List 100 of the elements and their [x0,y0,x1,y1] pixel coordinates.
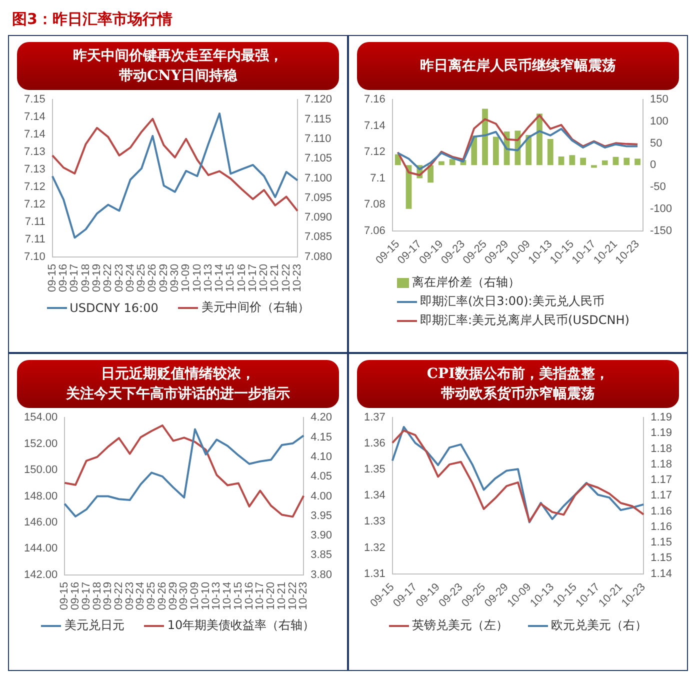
x-tick-label: 10-15 [224,264,237,292]
x-tick-label: 10-14 [214,264,226,292]
chart-title: 昨天中间价键再次走至年内最强，带动CNY日间持稳 [17,42,339,90]
y2-tick-label: 1.14 [650,568,672,580]
x-tick-label: 09-30 [168,264,181,292]
y-tick-label: 7.13 [24,146,46,158]
bar [482,108,488,166]
bar [591,165,597,168]
legend-label: 即期汇率(次日3:00):美元兑人民币 [420,293,604,310]
x-tick-label: 09-29 [158,264,170,292]
y2-tick-label: 1.19 [650,427,672,440]
y2-tick-label: 1.16 [650,505,672,518]
chart-title: 昨日离在岸人民币继续窄幅震荡 [357,42,679,90]
x-tick-label: 10-22 [286,582,299,610]
x-tick-label: 10-21 [276,582,288,610]
bar [526,135,532,166]
x-tick-label: 09-25 [146,582,158,610]
y2-tick-label: 1.17 [650,490,672,502]
y-tick-label: 1.33 [364,516,386,528]
x-tick-label: 10-16 [236,264,248,292]
x-tick-label: 09-25 [136,264,148,292]
y2-tick-label: 3.95 [310,510,332,522]
bar [602,160,608,166]
x-tick-label: 10-20 [265,582,278,610]
y-tick-label: 7.1 [370,172,386,184]
y-tick-label: 154.00 [24,412,58,424]
bar [624,158,630,166]
y-tick-label: 7.14 [24,111,46,124]
y2-tick-label: 7.105 [304,152,332,165]
y-tick-label: 7.15 [24,94,46,106]
bar [612,156,619,166]
y-tick-label: 7.12 [24,181,46,193]
y-tick-label: 1.35 [364,464,386,476]
x-tick-label: 10-14 [222,582,234,610]
bar [558,156,564,166]
y2-tick-label: 150 [650,94,668,106]
y2-tick-label: 7.090 [304,212,332,224]
y2-tick-label: 1.17 [650,474,672,486]
x-tick-label: 10-15 [232,582,244,610]
x-tick-label: 09-22 [102,264,114,292]
y2-tick-label: 7.080 [304,250,332,263]
y-tick-label: 7.11 [24,216,46,228]
bar [569,155,576,166]
legend-label: 美元兑日元 [64,617,124,634]
bar [449,159,456,166]
x-tick-label: 10-23 [298,582,310,610]
x-tick-label: 09-24 [124,264,136,292]
y-tick-label: 7.11 [24,233,46,246]
y-tick-label: 150.00 [24,464,58,476]
x-tick-label: 09-29 [167,582,180,610]
x-tick-label: 10-13 [202,264,214,292]
y2-tick-label: 3.90 [310,530,332,542]
y-tick-label: 152.00 [24,438,58,450]
bar [438,161,444,166]
y-tick-label: 1.36 [364,438,386,450]
x-tick-label: 10-10 [200,582,212,610]
y2-tick-label: 7.110 [304,132,332,145]
y-tick-label: 146.00 [24,516,58,528]
y2-tick-label: 4.10 [310,450,332,463]
y2-tick-label: -150 [650,224,672,237]
x-tick-label: 09-17 [68,264,81,292]
y-tick-label: 7.14 [364,120,386,132]
y-tick-label: 7.13 [24,164,46,176]
bar [428,165,434,183]
y-tick-label: 7.06 [364,224,386,237]
y2-tick-label: 4.15 [310,431,332,444]
x-tick-label: 09-24 [134,582,147,610]
x-tick-label: 10-17 [246,264,259,292]
y2-tick-label: 7.115 [304,113,332,126]
y-tick-label: 142.00 [24,568,58,581]
legend-label: 即期汇率:美元兑离岸人民币(USDCNH) [420,312,630,329]
legend-label: 离在岸价差（右轴） [412,274,520,291]
x-tick-label: 09-18 [91,582,104,610]
x-tick-label: 09-23 [113,264,126,292]
x-tick-label: 09-15 [58,582,71,610]
bar [547,138,554,166]
y2-tick-label: 1.18 [650,442,672,455]
x-tick-label: 10-22 [280,264,292,292]
y-tick-label: 1.37 [364,412,386,424]
y-tick-label: 7.14 [24,128,46,141]
y2-tick-label: 4.20 [310,412,332,424]
bar [634,158,640,166]
bar [580,158,586,166]
y-tick-label: 148.00 [24,490,58,502]
x-tick-label: 10-10 [191,264,204,292]
text: 图3：昨日汇率市场行情 [11,9,174,30]
y2-tick-label: 1.15 [650,552,672,564]
chart-title: CPI数据公布前，美指盘整，带动欧系货币亦窄幅震荡 [357,360,679,408]
y-tick-label: 7.08 [364,198,386,211]
y-tick-label: 1.31 [364,568,386,580]
y-tick-label: 1.34 [364,490,386,502]
chart-title: 日元近期贬值情绪较浓，关注今天下午高市讲话的进一步指示 [17,360,339,408]
legend-label: USDCNY 16:00 [70,300,158,314]
x-tick-label: 09-17 [80,582,92,610]
legend-label: 10年期美债收益率（右轴） [167,617,315,634]
x-tick-label: 10-20 [258,264,270,292]
y2-tick-label: 100 [650,115,668,128]
x-tick-label: 09-26 [146,264,159,292]
x-tick-label: 09-30 [178,582,190,610]
y-tick-label: 7.10 [24,250,46,263]
